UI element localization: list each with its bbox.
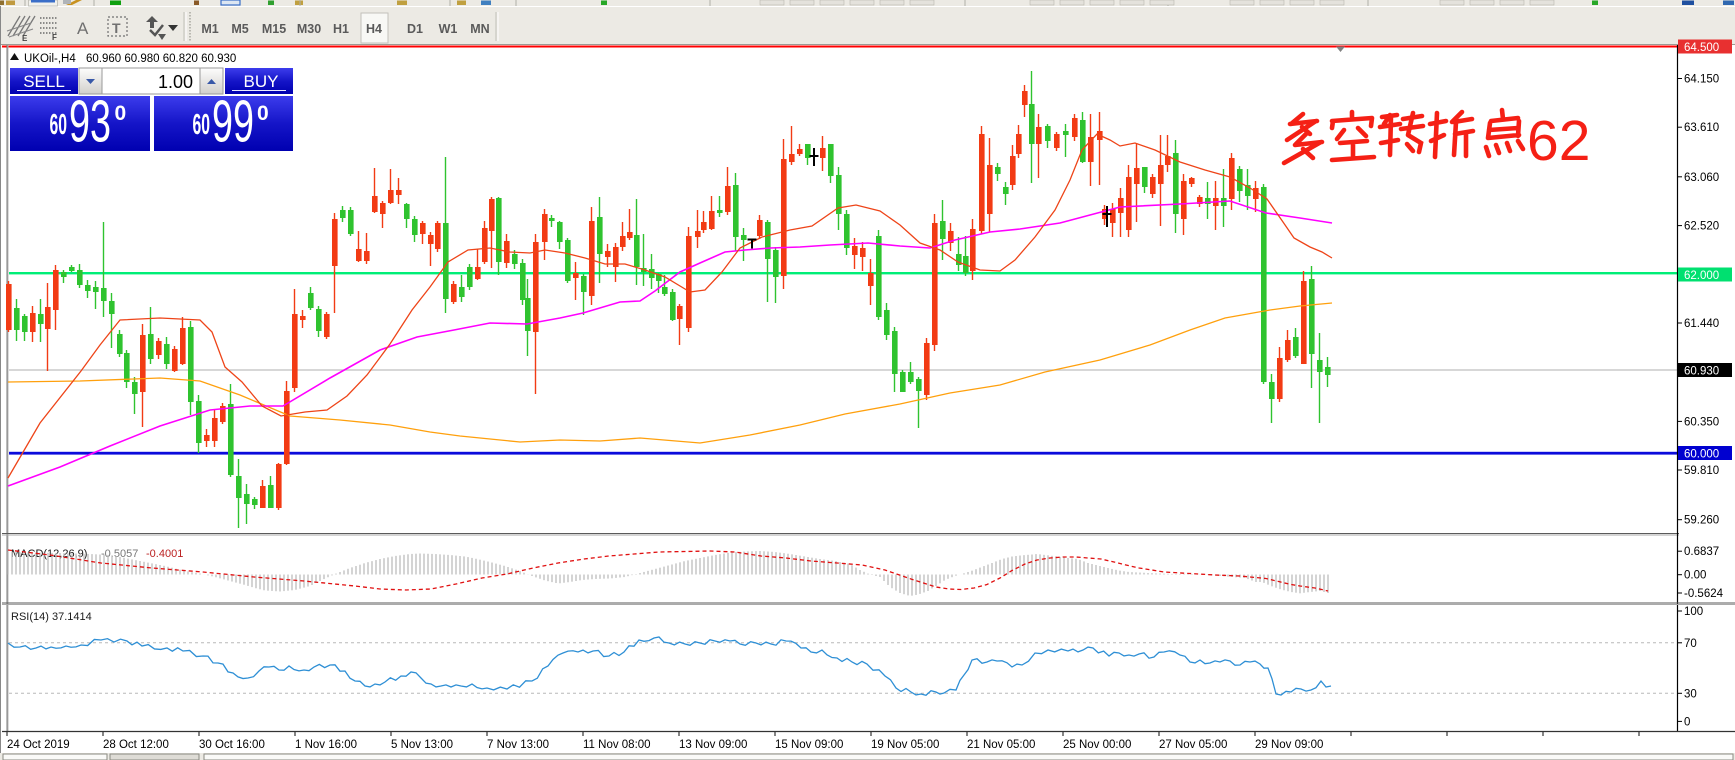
- svg-text:70: 70: [1684, 638, 1697, 650]
- svg-text:62.000: 62.000: [1684, 270, 1719, 282]
- svg-text:19 Nov 05:00: 19 Nov 05:00: [871, 739, 939, 751]
- svg-text:28 Oct 12:00: 28 Oct 12:00: [103, 739, 169, 751]
- svg-text:59.260: 59.260: [1684, 515, 1719, 527]
- svg-text:30: 30: [1684, 688, 1697, 700]
- svg-text:-0.4001: -0.4001: [146, 548, 183, 560]
- svg-text:63.610: 63.610: [1684, 122, 1719, 134]
- svg-text:60: 60: [193, 109, 211, 141]
- svg-text:99: 99: [212, 89, 254, 155]
- svg-text:60.000: 60.000: [1684, 449, 1719, 461]
- svg-text:61.440: 61.440: [1684, 318, 1719, 330]
- svg-text:1 Nov 16:00: 1 Nov 16:00: [295, 739, 357, 751]
- svg-text:-0.5624: -0.5624: [1684, 588, 1724, 600]
- svg-text:0.6837: 0.6837: [1684, 546, 1719, 558]
- svg-text:RSI(14) 37.1414: RSI(14) 37.1414: [11, 611, 92, 623]
- svg-text:25 Nov 00:00: 25 Nov 00:00: [1063, 739, 1131, 751]
- svg-text:SELL: SELL: [23, 72, 65, 91]
- svg-text:24 Oct 2019: 24 Oct 2019: [7, 739, 70, 751]
- svg-text:E: E: [22, 34, 28, 43]
- svg-text:59.810: 59.810: [1684, 465, 1719, 477]
- svg-text:0: 0: [115, 102, 127, 125]
- svg-text:M30: M30: [297, 22, 321, 36]
- svg-text:MN: MN: [470, 22, 489, 36]
- svg-text:100: 100: [1684, 606, 1703, 618]
- svg-text:D1: D1: [407, 22, 423, 36]
- svg-text:21 Nov 05:00: 21 Nov 05:00: [967, 739, 1035, 751]
- svg-text:7 Nov 13:00: 7 Nov 13:00: [487, 739, 549, 751]
- svg-text:H4: H4: [366, 22, 382, 36]
- svg-text:60.960 60.980 60.820 60.930: 60.960 60.980 60.820 60.930: [86, 53, 236, 65]
- svg-text:5 Nov 13:00: 5 Nov 13:00: [391, 739, 453, 751]
- svg-text:64.500: 64.500: [1684, 42, 1719, 54]
- svg-text:60.350: 60.350: [1684, 416, 1719, 428]
- svg-text:93: 93: [69, 89, 111, 155]
- svg-text:11 Nov 08:00: 11 Nov 08:00: [583, 739, 651, 751]
- svg-text:UKOil-,H4: UKOil-,H4: [24, 53, 76, 65]
- svg-text:30 Oct 16:00: 30 Oct 16:00: [199, 739, 265, 751]
- svg-text:13 Nov 09:00: 13 Nov 09:00: [679, 739, 747, 751]
- svg-text:F: F: [52, 33, 57, 42]
- svg-text:A: A: [77, 19, 89, 38]
- svg-text:BUY: BUY: [244, 72, 279, 91]
- svg-text:M5: M5: [231, 22, 248, 36]
- svg-text:M15: M15: [262, 22, 286, 36]
- svg-text:M1: M1: [201, 22, 218, 36]
- svg-text:29 Nov 09:00: 29 Nov 09:00: [1255, 739, 1323, 751]
- svg-text:H1: H1: [333, 22, 349, 36]
- svg-text:T: T: [112, 20, 121, 36]
- svg-text:0.00: 0.00: [1684, 570, 1706, 582]
- svg-text:-0.5057: -0.5057: [101, 548, 138, 560]
- svg-text:15 Nov 09:00: 15 Nov 09:00: [775, 739, 843, 751]
- svg-text:62.520: 62.520: [1684, 221, 1719, 233]
- svg-text:0: 0: [257, 102, 269, 125]
- svg-text:62: 62: [1527, 109, 1590, 173]
- svg-text:0: 0: [1684, 716, 1690, 728]
- svg-text:27 Nov 05:00: 27 Nov 05:00: [1159, 739, 1227, 751]
- svg-text:63.060: 63.060: [1684, 172, 1719, 184]
- svg-text:1.00: 1.00: [158, 72, 193, 92]
- svg-text:60.930: 60.930: [1684, 366, 1719, 378]
- svg-text:64.150: 64.150: [1684, 74, 1719, 86]
- svg-text:60: 60: [50, 109, 68, 141]
- svg-text:W1: W1: [439, 22, 458, 36]
